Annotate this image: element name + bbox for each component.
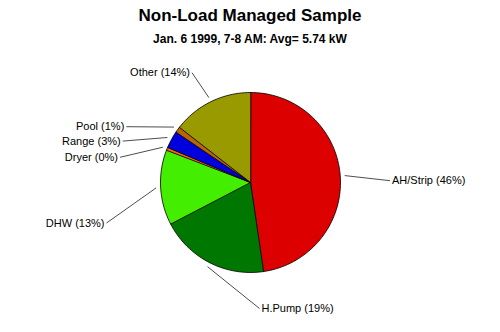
html-text:Jan. 6 1999, 7-8 AM: Avg= 5.74: Jan. 6 1999, 7-8 AM: Avg= 5.74 kW [153,32,347,46]
svg-text:Pool (1%): Pool (1%) [76,120,124,132]
svg-text:Dryer (0%): Dryer (0%) [65,151,118,163]
svg-text:Range (3%): Range (3%) [62,135,121,147]
svg-text:Other (14%): Other (14%) [130,66,190,78]
svg-text:H.Pump (19%): H.Pump (19%) [262,302,334,314]
svg-text:AH/Strip (46%): AH/Strip (46%) [392,174,465,186]
html-text:Non-Load Managed Sample: Non-Load Managed Sample [138,6,362,25]
svg-text:DHW (13%): DHW (13%) [46,217,105,229]
